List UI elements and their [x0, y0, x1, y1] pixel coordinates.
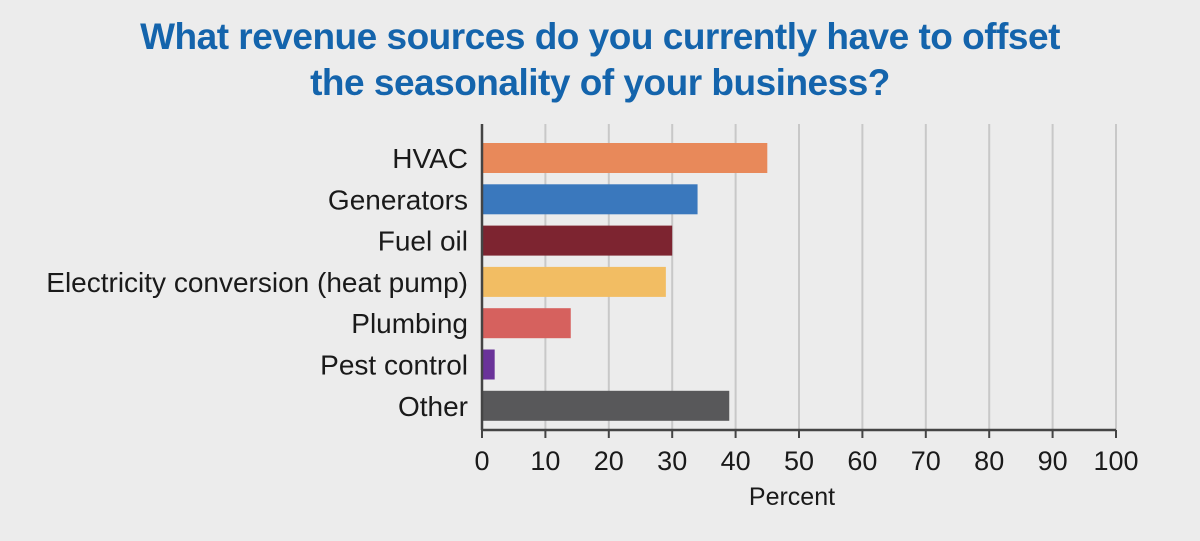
bar-other [482, 390, 730, 421]
bar-fuel-oil [482, 225, 673, 256]
category-label-4: Plumbing [351, 308, 468, 339]
bar-layer [482, 143, 768, 421]
x-tick-label-90: 90 [1038, 446, 1068, 476]
chart-title-line-1: What revenue sources do you currently ha… [140, 16, 1060, 57]
x-tick-label-50: 50 [784, 446, 814, 476]
axis-layer [480, 124, 1117, 438]
x-tick-label-30: 30 [657, 446, 687, 476]
x-tick-label-60: 60 [847, 446, 877, 476]
category-label-2: Fuel oil [378, 226, 468, 257]
bar-plumbing [482, 308, 571, 339]
chart-title-line-2: the seasonality of your business? [310, 62, 890, 103]
x-tick-label-10: 10 [530, 446, 560, 476]
category-label-6: Other [398, 391, 468, 422]
x-axis-title: Percent [749, 483, 835, 511]
category-label-1: Generators [328, 184, 468, 215]
x-tick-label-0: 0 [474, 446, 489, 476]
x-tick-label-70: 70 [911, 446, 941, 476]
x-tick-label-20: 20 [594, 446, 624, 476]
grid-layer [544, 124, 1117, 430]
category-label-5: Pest control [320, 350, 468, 381]
bar-generators [482, 184, 698, 215]
bar-pest-control [482, 349, 495, 380]
bar-hvac [482, 143, 768, 173]
x-tick-label-100: 100 [1093, 446, 1138, 476]
x-tick-label-40: 40 [721, 446, 751, 476]
bar-electricity-conversion-heat-pump [482, 266, 666, 297]
x-tick-label-80: 80 [974, 446, 1004, 476]
label-layer: HVAC Generators Fuel oil Electricity conver… [46, 143, 1138, 511]
category-label-3: Electricity conversion (heat pump) [46, 267, 468, 298]
category-label-0: HVAC [392, 143, 468, 174]
